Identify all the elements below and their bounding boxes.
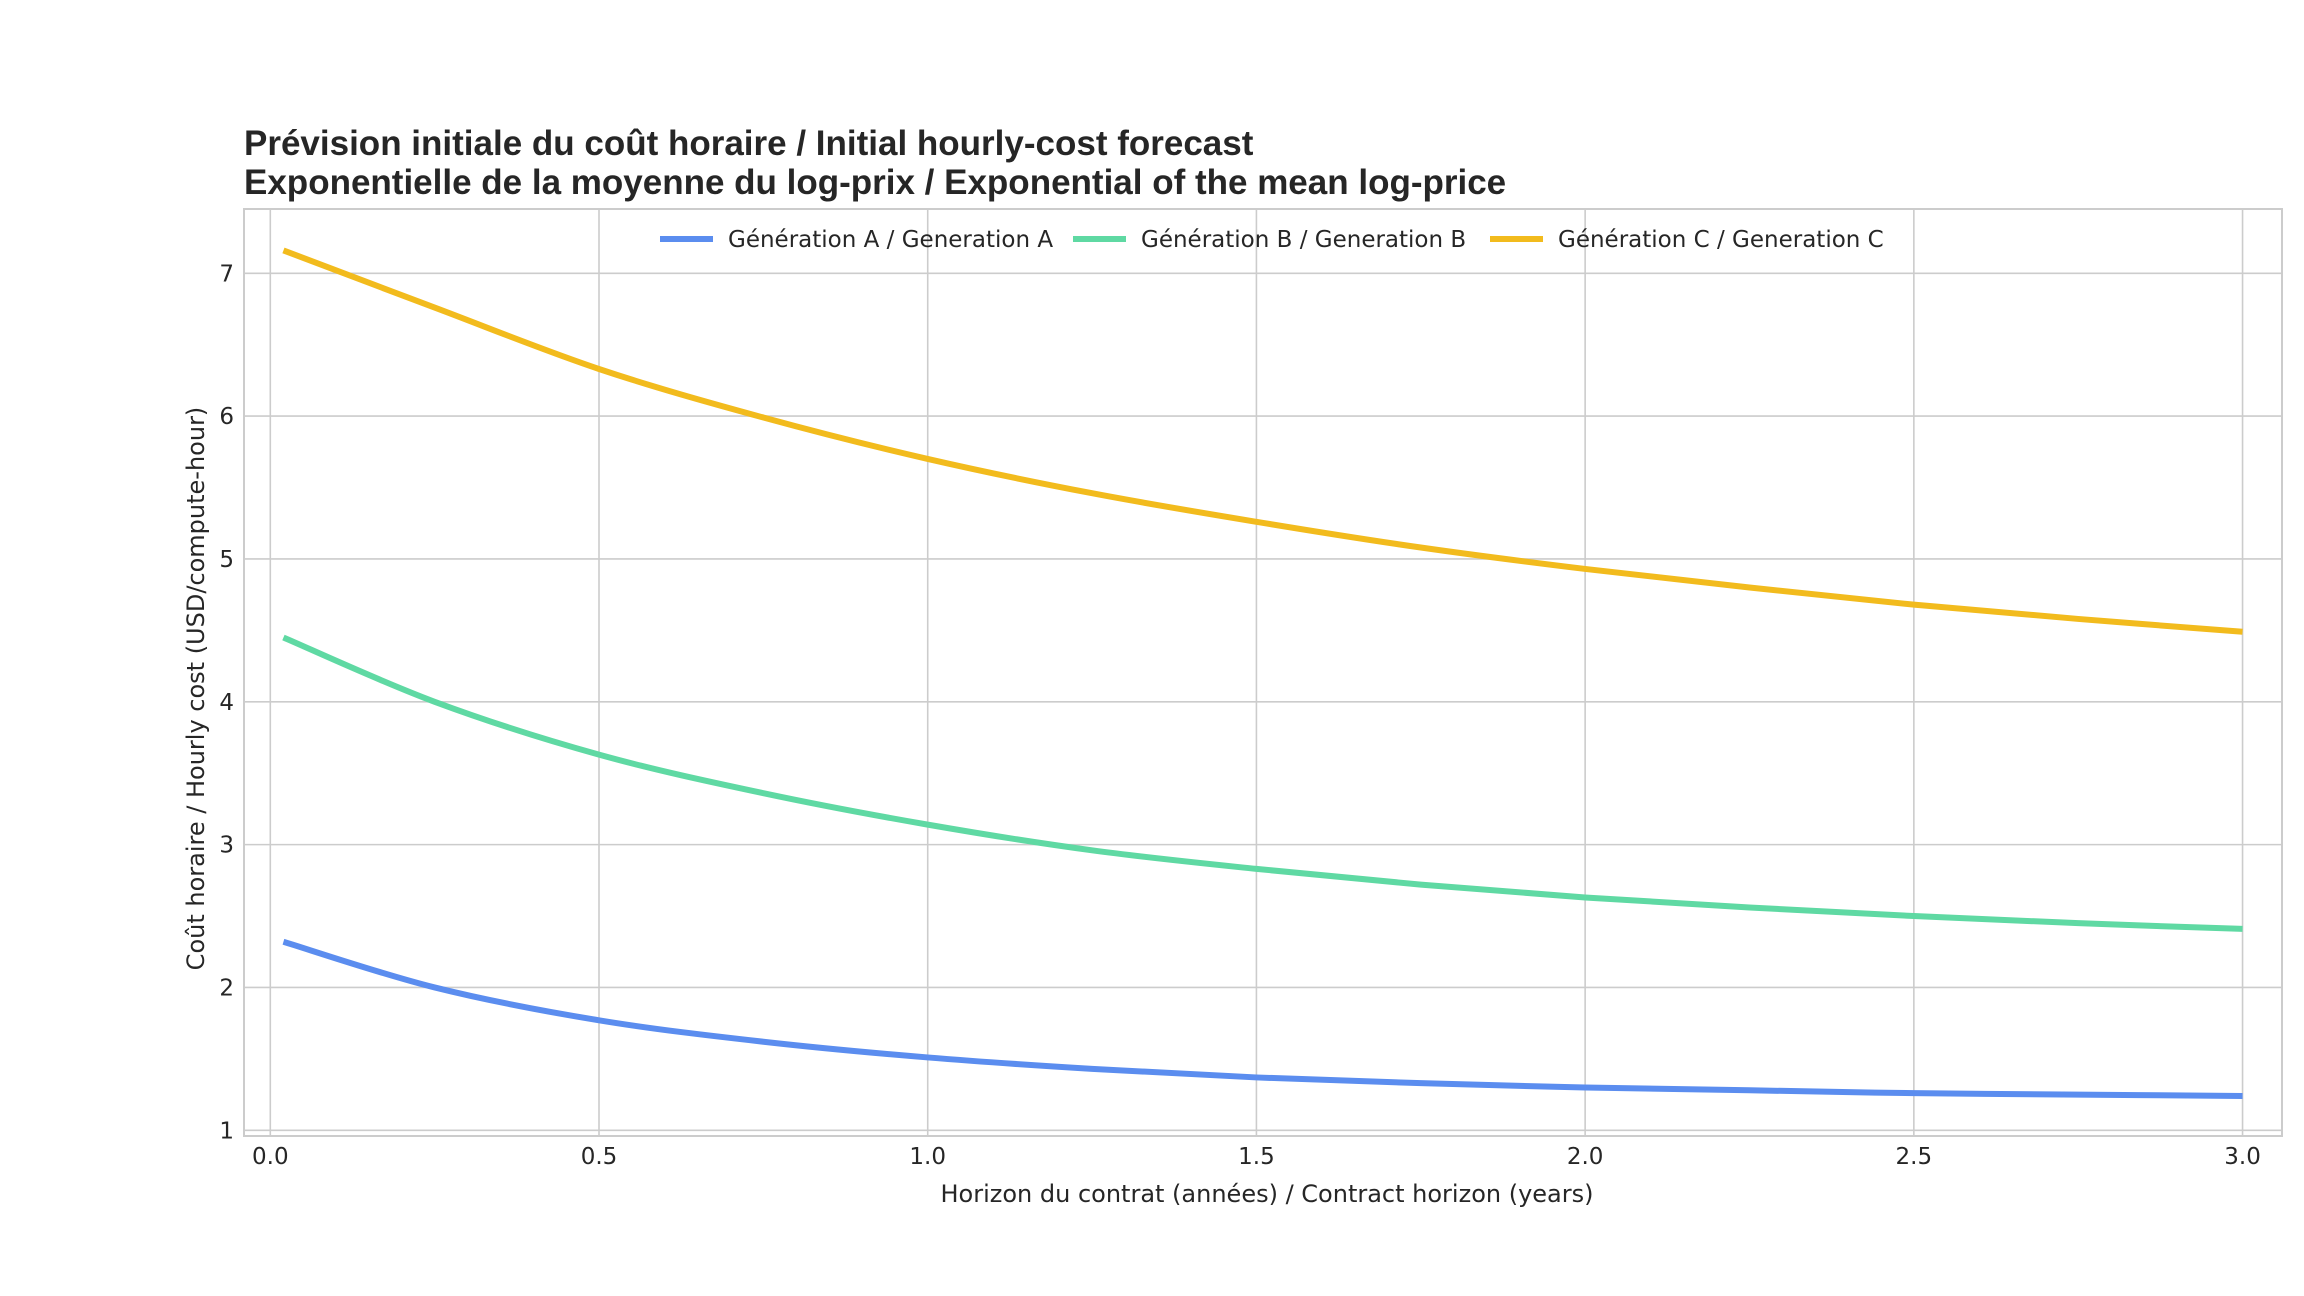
chart-title-line-2: Exponentielle de la moyenne du log-prix …: [244, 163, 1506, 202]
x-tick-label: 2.5: [1896, 1144, 1933, 1170]
y-tick-label: 2: [219, 975, 234, 1001]
legend-label-generation-a: Génération A / Generation A: [728, 227, 1053, 253]
plot-frame: [243, 208, 2283, 1137]
x-tick-label: 0.0: [252, 1144, 289, 1170]
x-tick-label: 1.0: [909, 1144, 946, 1170]
x-tick-label: 2.0: [1567, 1144, 1604, 1170]
legend-label-generation-c: Génération C / Generation C: [1558, 227, 1884, 253]
series-line-generation-b: [282, 634, 2243, 932]
y-tick-label: 6: [219, 404, 234, 430]
legend: Génération A / Generation A Génération B …: [660, 227, 1884, 253]
legend-label-generation-b: Génération B / Generation B: [1141, 227, 1466, 253]
y-tick-label: 7: [219, 261, 234, 287]
x-tick-label: 0.5: [581, 1144, 618, 1170]
y-tick-label: 1: [219, 1118, 234, 1144]
y-tick-label: 5: [219, 547, 234, 573]
x-axis-label: Horizon du contrat (années) / Contract h…: [940, 1180, 1593, 1208]
y-axis-label: Coût horaire / Hourly cost (USD/compute-…: [182, 407, 210, 971]
y-tick-label: 3: [219, 833, 234, 859]
x-tick-label: 1.5: [1238, 1144, 1275, 1170]
x-tick-label: 3.0: [2224, 1144, 2261, 1170]
y-tick-label: 4: [219, 690, 234, 716]
series-line-generation-c: [282, 247, 2243, 635]
chart-title-line-1: Prévision initiale du coût horaire / Ini…: [244, 124, 1254, 163]
series-line-generation-a: [282, 938, 2243, 1100]
